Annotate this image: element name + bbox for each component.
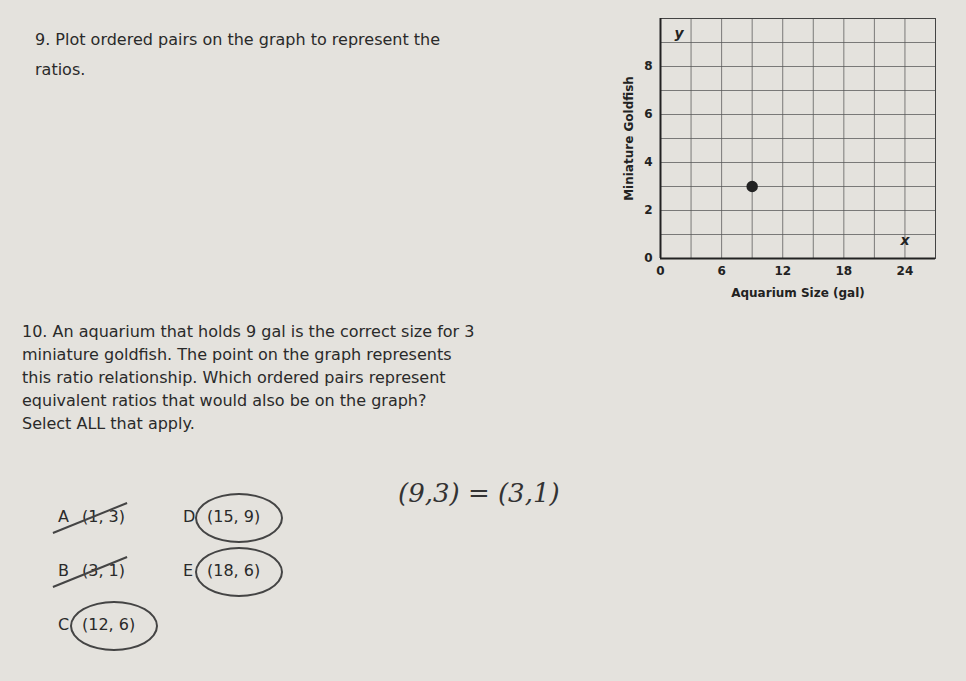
html-text:A: A [58, 507, 69, 526]
svg-text:6: 6 [717, 264, 725, 278]
svg-text:Aquarium Size (gal): Aquarium Size (gal) [731, 286, 865, 300]
svg-text:12: 12 [774, 264, 791, 278]
html-text:this ratio relationship. Which: this ratio relationship. Which ordered p… [22, 368, 446, 387]
html-text:(3, 1): (3, 1) [82, 561, 125, 580]
svg-text:8: 8 [644, 59, 652, 73]
html-text:(1, 3): (1, 3) [82, 507, 125, 526]
html-text:D: D [183, 507, 196, 526]
html-text:miniature goldfish. The point: miniature goldfish. The point on the gra… [22, 345, 452, 364]
html-text:C: C [58, 615, 70, 634]
html-text:equivalent ratios that would a: equivalent ratios that would also be on … [22, 391, 427, 410]
svg-text:4: 4 [644, 155, 652, 169]
html-text:Select ALL that apply.: Select ALL that apply. [22, 414, 195, 433]
html-text:9. Plot ordered pairs on the g: 9. Plot ordered pairs on the graph to re… [35, 30, 441, 49]
html-text:(9,3) = (3,1): (9,3) = (3,1) [398, 478, 560, 508]
html-text:(18, 6): (18, 6) [207, 561, 261, 580]
svg-text:18: 18 [835, 264, 852, 278]
svg-text:6: 6 [644, 107, 652, 121]
html-text:(15, 9): (15, 9) [207, 507, 261, 526]
svg-text:y: y [675, 25, 685, 41]
svg-text:2: 2 [644, 203, 652, 217]
svg-text:x: x [899, 232, 910, 248]
svg-text:24: 24 [897, 264, 914, 278]
svg-text:0: 0 [644, 251, 652, 265]
html-text:10. An aquarium that holds 9 g: 10. An aquarium that holds 9 gal is the … [22, 322, 475, 341]
html-text:B: B [58, 561, 69, 580]
html-text:E: E [183, 561, 194, 580]
svg-text:0: 0 [656, 264, 664, 278]
html-text:(12, 6): (12, 6) [82, 615, 136, 634]
html-text:ratios.: ratios. [35, 60, 86, 79]
svg-text:Miniature Goldfish: Miniature Goldfish [622, 76, 636, 201]
